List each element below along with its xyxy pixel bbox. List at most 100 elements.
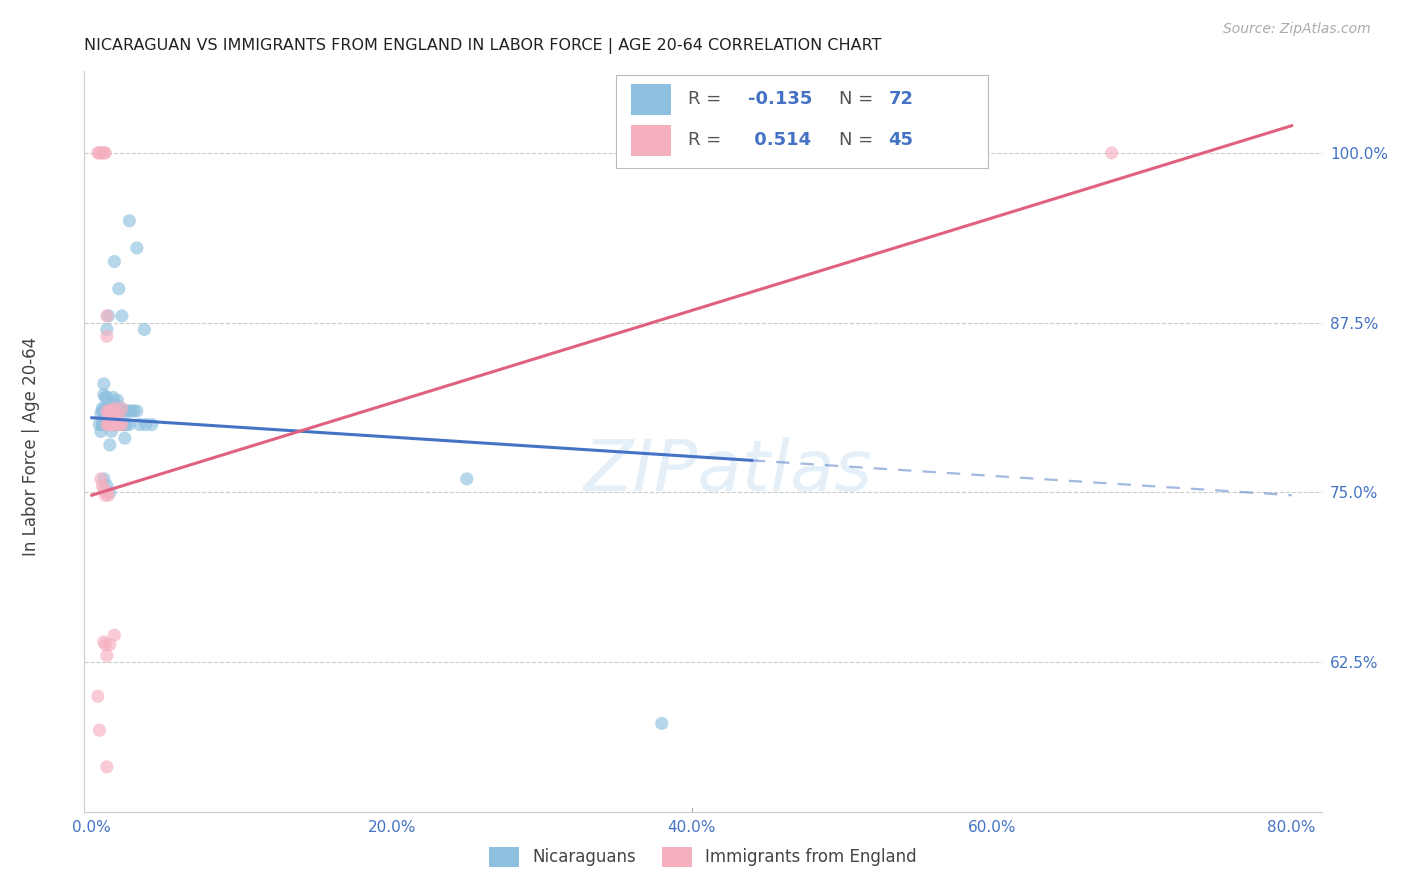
Point <box>103 417 125 432</box>
Point <box>96 391 118 405</box>
Point <box>89 417 111 432</box>
Point <box>98 417 121 432</box>
Point <box>93 145 115 160</box>
Point <box>115 417 138 432</box>
Point <box>100 404 122 418</box>
Point <box>98 485 121 500</box>
Point <box>96 760 118 774</box>
Text: R =: R = <box>688 131 721 149</box>
Point <box>91 417 114 432</box>
Point <box>100 407 122 421</box>
Point <box>90 407 112 421</box>
Point <box>114 417 136 432</box>
Point <box>111 401 134 416</box>
Point <box>91 404 114 418</box>
Point <box>103 254 125 268</box>
Point <box>101 404 124 418</box>
Point <box>103 401 125 416</box>
Point <box>93 417 115 432</box>
Point <box>101 391 124 405</box>
Point <box>134 322 156 336</box>
Point <box>93 483 115 497</box>
Point <box>111 417 134 432</box>
Point <box>97 407 120 421</box>
Text: 45: 45 <box>889 131 914 149</box>
Point <box>115 404 138 418</box>
Point <box>117 404 139 418</box>
Point <box>105 417 128 432</box>
Point <box>141 417 163 432</box>
Point <box>98 404 121 418</box>
Point <box>93 472 115 486</box>
Point <box>94 417 117 432</box>
Point <box>456 472 478 486</box>
Point <box>111 417 134 432</box>
Point <box>87 690 110 704</box>
Point <box>94 488 117 502</box>
Point <box>91 145 114 160</box>
Point <box>90 425 112 439</box>
Point <box>96 309 118 323</box>
Point <box>651 716 673 731</box>
Bar <box>631 125 671 156</box>
Legend: Nicaraguans, Immigrants from England: Nicaraguans, Immigrants from England <box>482 840 924 874</box>
Point <box>112 417 135 432</box>
Point <box>110 417 132 432</box>
Text: 0.514: 0.514 <box>748 131 811 149</box>
Point <box>103 628 125 642</box>
Point <box>96 485 118 500</box>
Point <box>1101 145 1123 160</box>
Point <box>122 404 145 418</box>
Point <box>104 397 127 411</box>
Point <box>93 387 115 401</box>
Point <box>100 417 122 432</box>
Text: -0.135: -0.135 <box>748 90 811 109</box>
Point <box>98 404 121 418</box>
Point <box>97 488 120 502</box>
Point <box>96 322 118 336</box>
Point <box>94 404 117 418</box>
Point <box>111 309 134 323</box>
Point <box>125 241 148 255</box>
Point <box>93 404 115 418</box>
Point <box>96 329 118 343</box>
Text: N =: N = <box>839 90 873 109</box>
Point <box>94 401 117 416</box>
Point <box>94 145 117 160</box>
Point <box>98 638 121 652</box>
Point <box>105 393 128 408</box>
Point <box>89 145 111 160</box>
Point <box>97 417 120 432</box>
Point <box>93 635 115 649</box>
Point <box>97 404 120 418</box>
Point <box>100 417 122 432</box>
Point <box>101 404 124 418</box>
Point <box>111 404 134 418</box>
Point <box>97 309 120 323</box>
Point <box>91 417 114 432</box>
Point <box>98 417 121 432</box>
Point <box>98 438 121 452</box>
Point <box>118 214 141 228</box>
Text: NICARAGUAN VS IMMIGRANTS FROM ENGLAND IN LABOR FORCE | AGE 20-64 CORRELATION CHA: NICARAGUAN VS IMMIGRANTS FROM ENGLAND IN… <box>84 37 882 54</box>
Point <box>100 425 122 439</box>
Point <box>112 404 135 418</box>
Text: R =: R = <box>688 90 721 109</box>
Point <box>104 407 127 421</box>
Text: N =: N = <box>839 131 873 149</box>
Point <box>93 410 115 425</box>
Point <box>90 472 112 486</box>
Point <box>94 417 117 432</box>
Text: 72: 72 <box>889 90 914 109</box>
Point <box>91 401 114 416</box>
Point <box>94 638 117 652</box>
Point <box>110 401 132 416</box>
Point <box>91 478 114 492</box>
Point <box>108 282 131 296</box>
Point <box>96 417 118 432</box>
Point <box>89 723 111 738</box>
Point <box>135 417 157 432</box>
Point <box>94 407 117 421</box>
Text: In Labor Force | Age 20-64: In Labor Force | Age 20-64 <box>22 336 39 556</box>
Point <box>94 391 117 405</box>
